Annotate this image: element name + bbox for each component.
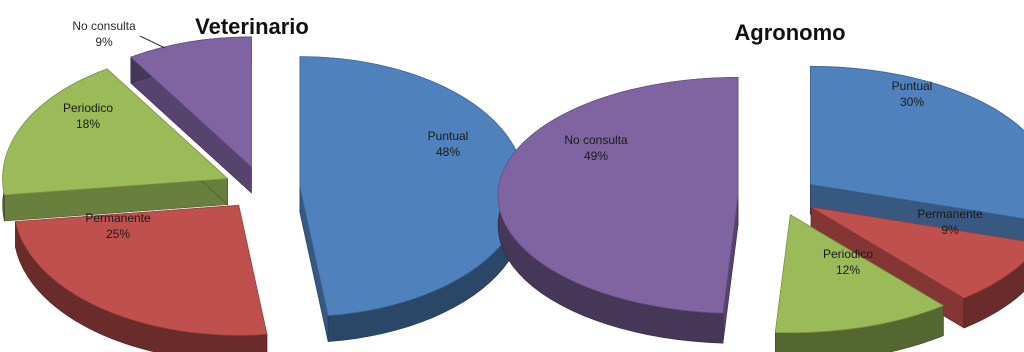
pie-slice-no-consulta [130,36,252,194]
pie-slice-periodico [2,68,229,222]
slice-value-label-permanente: 25% [106,227,130,241]
slice-name-label-periodico: Periodico [823,247,873,261]
slice-name-label-periodico: Periodico [63,101,113,115]
pie-slice-top-periodico [2,68,229,196]
pie-slice-top-no-consulta [130,36,252,168]
chart-agronomo: Puntual 30% Permanente 9% Periodico 12% No con… [497,20,1024,352]
slice-name-label-no-consulta: No consulta [564,133,628,147]
slice-value-label-periodico: 18% [76,117,100,131]
slice-value-label-puntual: 48% [436,145,460,159]
slice-name-label-no-consulta: No consulta [72,19,136,33]
slice-value-label-periodico: 12% [836,263,860,277]
pie-slice-periodico [774,214,945,352]
chart-title-agronomo: Agronomo [734,20,845,45]
pie-slice-top-puntual [809,66,1024,219]
slice-value-label-no-consulta: 49% [584,149,608,163]
slice-value-label-puntual: 30% [900,95,924,109]
leader-line-no-consulta [139,35,166,49]
pie-slice-top-permanente [810,206,1024,299]
slice-name-label-puntual: Puntual [892,79,933,93]
slice-value-label-permanente: 9% [941,223,959,237]
chart-title-veterinario: Veterinario [195,14,309,39]
pie-slice-top-periodico [774,214,945,334]
pie-slice-permanente [14,204,268,352]
pie-slice-puntual [299,56,526,342]
chart-veterinario: Puntual 48% Permanente 25% Periodico 18% No co… [2,14,526,352]
pie-slice-no-consulta [497,76,739,344]
slice-name-label-permanente: Permanente [85,211,151,225]
slice-name-label-puntual: Puntual [428,129,469,143]
pie-slice-top-no-consulta [497,76,739,314]
slice-value-label-no-consulta: 9% [95,35,113,49]
pie-slice-top-permanente [14,204,268,336]
slice-name-label-permanente: Permanente [917,207,983,221]
